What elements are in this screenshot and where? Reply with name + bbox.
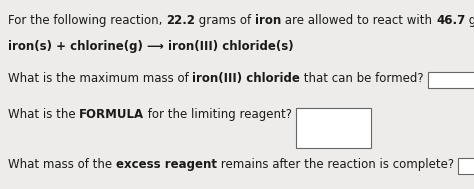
Text: iron(s) + chlorine(g) ⟶ iron(III) chloride(s): iron(s) + chlorine(g) ⟶ iron(III) chlori… [8, 40, 293, 53]
Text: for the limiting reagent?: for the limiting reagent? [145, 108, 292, 121]
Text: FORMULA: FORMULA [79, 108, 145, 121]
Text: excess reagent: excess reagent [116, 158, 217, 171]
Text: grams of: grams of [195, 14, 255, 27]
Text: For the following reaction,: For the following reaction, [8, 14, 166, 27]
Text: What mass of the: What mass of the [8, 158, 116, 171]
Text: iron: iron [255, 14, 281, 27]
Bar [297, 108, 372, 148]
Text: remains after the reaction is complete?: remains after the reaction is complete? [217, 158, 454, 171]
Text: 22.2: 22.2 [166, 14, 195, 27]
Text: What is the: What is the [8, 108, 79, 121]
Text: iron(III) chloride: iron(III) chloride [192, 72, 301, 85]
Text: are allowed to react with: are allowed to react with [281, 14, 436, 27]
Text: that can be formed?: that can be formed? [301, 72, 424, 85]
Bar [458, 158, 474, 174]
Text: grams of: grams of [465, 14, 474, 27]
Text: What is the maximum mass of: What is the maximum mass of [8, 72, 192, 85]
Bar [428, 72, 474, 88]
Text: 46.7: 46.7 [436, 14, 465, 27]
